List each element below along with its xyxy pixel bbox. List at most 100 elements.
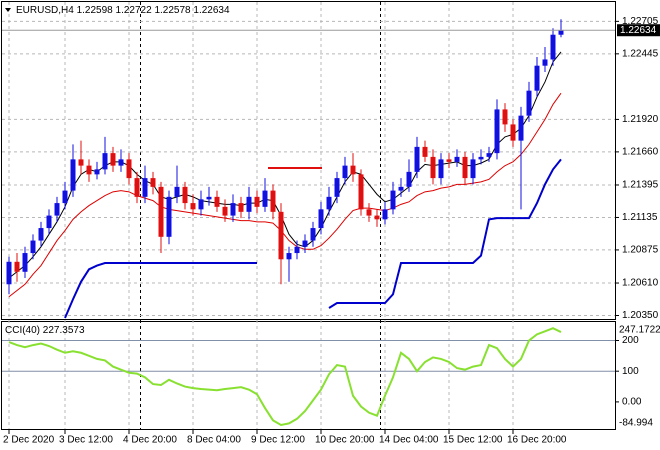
candle-body [262, 190, 268, 207]
candle-body [126, 159, 132, 179]
y-tick-label: 1.21135 [622, 212, 658, 223]
candle-body [70, 159, 76, 191]
x-tick-label: 10 Dec 20:00 [315, 435, 375, 446]
last-open: 1.22598 [77, 5, 114, 16]
candle-body [302, 240, 308, 247]
candle-body [366, 209, 372, 216]
candle-body [14, 261, 20, 272]
x-tick-label: 15 Dec 12:00 [443, 435, 503, 446]
chart-header: EURUSD,H4 1.22598 1.22722 1.22578 1.2263… [16, 5, 230, 16]
candle-body [254, 196, 260, 207]
cci-panel-frame [1, 321, 616, 430]
candle-body [94, 169, 100, 175]
candle-body [518, 115, 524, 141]
x-tick-label: 16 Dec 20:00 [507, 435, 567, 446]
cci-last: 227.3573 [43, 325, 85, 336]
y-tick-label: 1.20350 [622, 310, 659, 321]
candle-body [142, 178, 148, 197]
candle-body [382, 209, 388, 220]
candle-body [542, 59, 548, 66]
candle-body [86, 165, 92, 175]
candle-body [374, 215, 380, 220]
candle-body [118, 159, 124, 166]
candle-body [446, 159, 452, 162]
cci-header: CCI(40) 227.3573 [5, 325, 85, 336]
candle-body [246, 196, 252, 212]
y-tick-label: 100 [622, 366, 639, 377]
candle-body [206, 196, 212, 200]
y-tick-label: 1.20610 [622, 278, 659, 289]
symbol-title: EURUSD,H4 [16, 5, 74, 16]
candle-body [198, 199, 204, 210]
candle-body [558, 30, 564, 35]
candle-body [510, 124, 516, 141]
y-tick-label: 1.22445 [622, 48, 659, 59]
candle-body [430, 156, 436, 179]
candle-body [478, 156, 484, 160]
candle-body [350, 165, 356, 175]
candle-body [182, 186, 188, 204]
candle-body [334, 178, 340, 197]
candle-body [174, 186, 180, 197]
candle-body [190, 203, 196, 210]
candle-body [502, 109, 508, 125]
candle-body [38, 228, 44, 241]
menu-triangle [5, 8, 11, 12]
candle-body [526, 90, 532, 116]
y-tick-label: 1.22705 [622, 16, 659, 27]
y-tick-label: 1.21395 [622, 180, 659, 191]
candle-body [390, 190, 396, 210]
x-tick-label: 14 Dec 04:00 [379, 435, 439, 446]
candle-body [102, 153, 108, 170]
candle-body [6, 261, 12, 285]
last-high: 1.22722 [116, 5, 153, 16]
cci-title: CCI(40) [5, 325, 40, 336]
candle-body [486, 153, 492, 157]
candle-body [54, 203, 60, 216]
range-label: 247.1722 [619, 325, 660, 336]
candle-body [398, 186, 404, 191]
candle-body [550, 34, 556, 60]
candle-body [214, 196, 220, 207]
candle-body [30, 240, 36, 254]
candle-body [358, 174, 364, 210]
candle-body [78, 159, 84, 166]
candle-body [270, 190, 276, 212]
candle-body [454, 156, 460, 162]
price-box [617, 24, 660, 37]
candle-body [326, 196, 332, 210]
main-panel-frame [1, 1, 616, 320]
y-tick-label: 1.21920 [622, 114, 659, 125]
candle-body [110, 153, 116, 166]
indicator-line [64, 158, 562, 319]
candle-body [222, 206, 228, 216]
candle-body [414, 146, 420, 172]
candle-body [286, 253, 292, 260]
x-tick-label: 9 Dec 12:00 [251, 435, 305, 446]
candle-body [534, 65, 540, 91]
candle-body [166, 196, 172, 237]
indicator-line [8, 92, 562, 298]
x-tick-label: 2 Dec 2020 [3, 435, 55, 446]
last-close: 1.22634 [193, 5, 230, 16]
price-box-label: 1.22634 [620, 25, 657, 36]
candle-body [158, 186, 164, 237]
y-tick-label: 200 [622, 335, 639, 346]
candle-body [22, 253, 28, 272]
range-label: -84.994 [619, 418, 653, 429]
x-tick-label: 3 Dec 12:00 [59, 435, 113, 446]
candle-body [62, 190, 68, 204]
candle-body [494, 109, 500, 154]
candle-body [342, 165, 348, 179]
candle-body [438, 159, 444, 179]
last-low: 1.22578 [154, 5, 191, 16]
candle-body [46, 215, 52, 229]
x-tick-label: 4 Dec 20:00 [123, 435, 177, 446]
candle-body [318, 209, 324, 229]
candle-body [470, 159, 476, 179]
y-tick-label: 0.00 [622, 397, 642, 408]
candle-body [294, 246, 300, 254]
